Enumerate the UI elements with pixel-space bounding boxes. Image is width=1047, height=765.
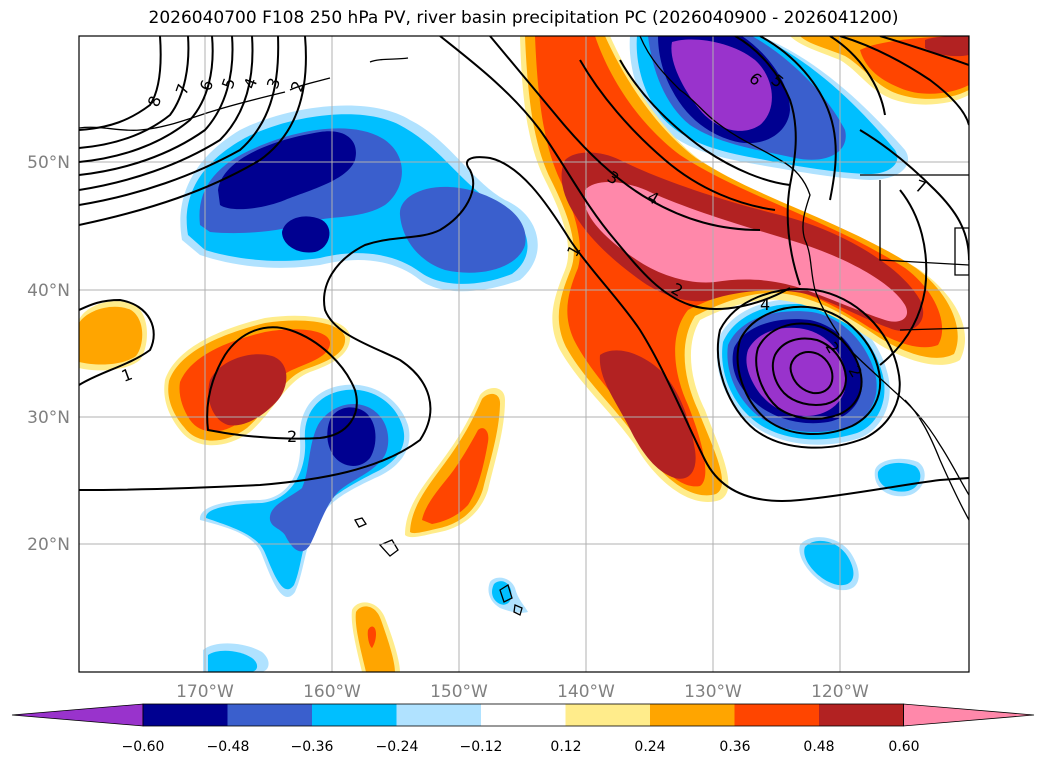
colorbar-segment	[396, 704, 482, 726]
lon-label: 160°W	[303, 682, 361, 702]
lat-label: 40°N	[27, 281, 70, 301]
lon-label: 120°W	[811, 682, 869, 702]
colorbar-segment	[227, 704, 313, 726]
map-frame	[78, 35, 970, 673]
colorbar-segment	[734, 704, 820, 726]
colorbar-segment	[143, 704, 229, 726]
colorbar-segment	[312, 704, 398, 726]
lat-label: 30°N	[27, 408, 70, 428]
lon-label: 140°W	[557, 682, 615, 702]
colorbar-tick-label: 0.60	[888, 739, 919, 755]
colorbar-segment	[650, 704, 736, 726]
positive-anomaly-fill	[79, 36, 969, 672]
colorbar-tick-label: 0.36	[719, 739, 750, 755]
colorbar-outline	[142, 703, 904, 727]
colorbar-tick-label: −0.36	[291, 739, 334, 755]
colorbar: −0.60 −0.48 −0.36 −0.24 −0.12 0.12 0.24 …	[11, 703, 1035, 755]
contour-label: 4	[760, 295, 770, 314]
colorbar-extend-max	[903, 703, 1035, 727]
latitude-labels: 50°N 40°N 30°N 20°N	[27, 153, 70, 555]
lat-label: 50°N	[27, 153, 70, 173]
map-title: 2026040700 F108 250 hPa PV, river basin …	[148, 8, 899, 28]
colorbar-ticks: −0.60 −0.48 −0.36 −0.24 −0.12 0.12 0.24 …	[122, 739, 920, 755]
coastlines	[79, 36, 969, 616]
lon-label: 150°W	[430, 682, 488, 702]
lon-label: 170°W	[176, 682, 234, 702]
colorbar-tick-label: −0.24	[376, 739, 419, 755]
lon-label: 130°W	[684, 682, 742, 702]
colorbar-segment	[565, 704, 651, 726]
colorbar-segment	[481, 704, 567, 726]
colorbar-tick-label: −0.48	[207, 739, 250, 755]
colorbar-tick-label: 0.48	[803, 739, 834, 755]
colorbar-tick-label: 0.12	[550, 739, 581, 755]
colorbar-tick-label: −0.12	[460, 739, 503, 755]
gridlines	[79, 36, 969, 672]
map-area: 8 7 6 5 4 3 2 1 1 2 1 3 4 2 4 7 6 5 1 2 …	[79, 36, 969, 672]
lat-label: 20°N	[27, 535, 70, 555]
longitude-labels: 170°W 160°W 150°W 140°W 130°W 120°W	[176, 682, 869, 702]
pv-contours	[79, 36, 969, 502]
colorbar-tick-label: −0.60	[122, 739, 165, 755]
contour-label: 2	[287, 427, 297, 446]
colorbar-segment	[819, 704, 905, 726]
colorbar-tick-label: 0.24	[634, 739, 665, 755]
colorbar-extend-min	[11, 703, 144, 727]
colorbar-segments	[11, 703, 1035, 727]
